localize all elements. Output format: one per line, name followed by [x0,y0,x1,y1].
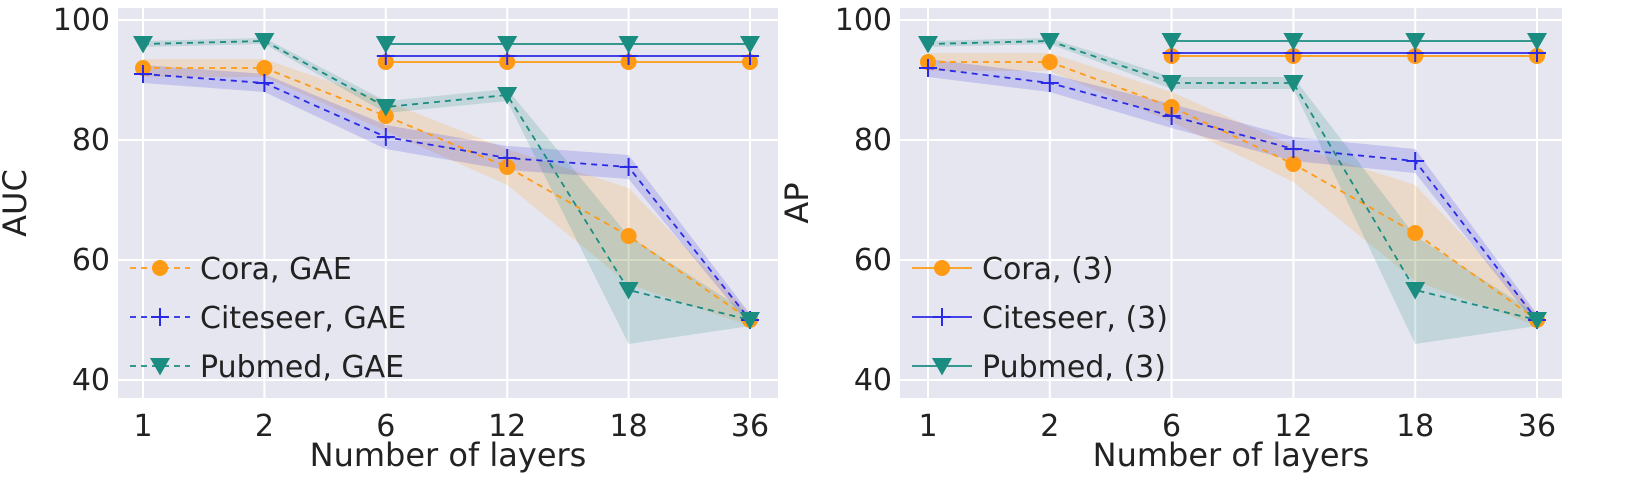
data-point [497,87,518,105]
legend-label: Citeseer, (3) [982,301,1168,336]
data-point [1040,74,1059,92]
series-line [927,67,1538,321]
legend-marker [152,260,168,276]
legend-label: Pubmed, (3) [982,350,1166,385]
data-point [254,33,275,51]
plot-area [118,8,778,398]
x-tick-label: 12 [1274,409,1312,444]
data-point [376,128,395,146]
data-point [620,228,637,244]
data-point [1285,156,1302,172]
y-axis-label: AUC [0,169,34,237]
y-tick-label: 100 [835,3,892,38]
x-tick-label: 18 [1396,409,1434,444]
y-tick-label: 40 [854,363,892,398]
x-tick-label: 36 [731,409,769,444]
data-point [1283,75,1304,93]
data-point [919,59,937,77]
x-tick-label: 1 [918,409,937,444]
data-point [1039,33,1060,51]
data-point [618,36,639,54]
data-point [1284,140,1303,158]
data-point [256,60,273,76]
data-point [375,36,396,54]
x-tick-label: 12 [488,409,526,444]
data-point [740,312,760,330]
data-point [1283,33,1304,51]
variance-band [143,38,750,344]
data-point [1406,152,1425,170]
data-point [1161,33,1182,51]
data-point [133,36,153,54]
data-point [1405,33,1426,51]
series-line [927,40,1538,321]
y-tick-label: 40 [72,363,110,398]
series-line [928,61,1538,321]
legend-label: Citeseer, GAE [200,301,406,336]
y-tick-label: 60 [854,243,892,278]
x-tick-label: 18 [610,409,648,444]
data-point [375,99,396,117]
legend-marker [933,308,951,326]
legend-marker [932,358,952,376]
legend-marker [934,260,950,276]
variance-band [928,38,1537,344]
x-axis-label: Number of layers [310,436,587,474]
x-tick-label: 1 [133,409,152,444]
data-point [134,65,152,83]
variance-band [928,53,1537,326]
data-point [1527,312,1547,330]
variance-band [143,59,750,326]
x-tick-label: 36 [1518,409,1556,444]
data-point [1407,225,1424,241]
y-axis-label: AP [778,182,816,223]
legend-marker [150,358,170,376]
x-tick-label: 2 [255,409,274,444]
data-point [1162,107,1181,125]
x-axis-label: Number of layers [1093,436,1370,474]
x-tick-label: 6 [1162,409,1181,444]
data-point [497,36,518,54]
legend-marker [151,308,169,326]
series-line [142,73,751,321]
data-point [1041,54,1058,70]
y-tick-label: 80 [854,123,892,158]
legend-label: Cora, GAE [200,252,352,287]
data-point [255,74,274,92]
data-point [1161,75,1182,93]
plot-area [900,8,1562,398]
data-point [1527,33,1547,51]
series-line [142,40,751,321]
y-tick-label: 60 [72,243,110,278]
data-point [619,158,638,176]
legend-label: Pubmed, GAE [200,350,404,385]
legend-label: Cora, (3) [982,252,1114,287]
x-tick-label: 6 [376,409,395,444]
y-tick-label: 80 [72,123,110,158]
data-point [1405,282,1426,300]
data-point [618,282,639,300]
y-tick-label: 100 [53,3,110,38]
data-point [740,36,760,54]
data-point [918,36,938,54]
data-point [498,149,517,167]
x-tick-label: 2 [1040,409,1059,444]
series-line [143,67,751,321]
